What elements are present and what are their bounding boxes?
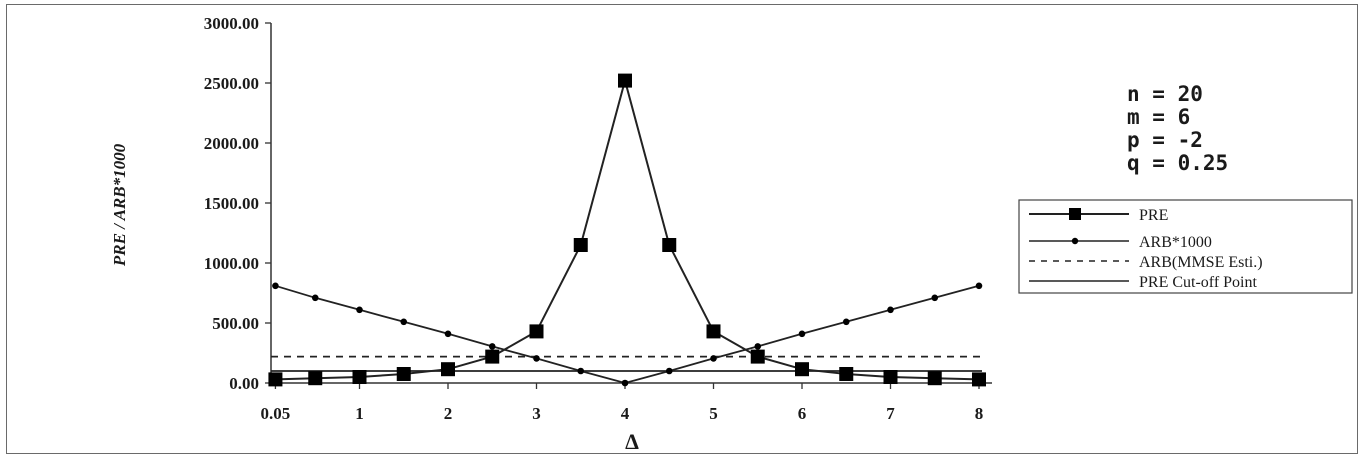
pre-point — [573, 238, 588, 252]
legend-item-pre: PRE — [1029, 207, 1168, 224]
pre-point — [441, 362, 455, 377]
arb-point — [272, 282, 279, 290]
pre-point — [883, 370, 898, 384]
pre-point — [795, 362, 809, 377]
arb-point — [444, 330, 452, 338]
pre-point — [927, 371, 942, 386]
series-line-pre — [275, 76, 980, 381]
parameter-annotations: n = 20 m = 6 p = -2 q = 0.25 — [1127, 82, 1228, 175]
x-tick-label: 2 — [444, 404, 453, 423]
series-line-arb — [275, 284, 980, 384]
y-tick-label: 0.00 — [229, 374, 259, 393]
y-axis-label: PRE / ARB*1000 — [110, 143, 129, 267]
pre-point — [529, 324, 544, 339]
series-layer — [268, 73, 986, 387]
x-tick-label: 7 — [886, 404, 895, 423]
annotation-n: n = 20 — [1127, 82, 1203, 106]
x-ticks: 0.05 1 2 3 4 5 6 7 8 — [261, 383, 984, 423]
x-tick-label: 3 — [532, 404, 541, 423]
legend-item-cutoff: PRE Cut-off Point — [1029, 274, 1258, 291]
pre-point — [352, 370, 367, 384]
chart: 0.00500.001000.001500.002000.002500.0030… — [110, 14, 1353, 454]
arb-point — [754, 343, 762, 350]
arb-point — [842, 318, 850, 326]
arb-point — [798, 330, 806, 338]
legend-marker-pre — [1069, 208, 1081, 220]
arb-point — [577, 367, 585, 375]
pre-point — [839, 367, 854, 381]
x-tick-label: 0.05 — [261, 404, 291, 423]
arb-point — [975, 282, 983, 290]
y-tick-label: 3000.00 — [204, 14, 259, 33]
annotation-m: m = 6 — [1127, 105, 1190, 129]
pre-point — [618, 73, 632, 88]
arb-point — [356, 306, 363, 314]
legend-item-arb-mmse: ARB(MMSE Esti.) — [1029, 254, 1263, 271]
legend: PRE ARB*1000 ARB(MMSE Esti.) PRE Cut-off… — [1018, 199, 1353, 294]
arb-point — [311, 294, 319, 302]
x-tick-label: 4 — [621, 404, 630, 423]
arb-point — [621, 379, 629, 387]
arb-point — [488, 343, 496, 350]
x-axis-label: Δ — [625, 429, 639, 453]
y-ticks: 0.00 500.00 1000.00 1500.00 2000.00 2500.00 30… — [204, 14, 271, 393]
y-tick-label: 500.00 — [212, 314, 259, 333]
x-tick-label: 1 — [355, 404, 364, 423]
legend-label-pre: PRE — [1139, 207, 1168, 224]
pre-point — [972, 372, 986, 387]
pre-point — [750, 349, 765, 364]
annotation-q: q = 0.25 — [1127, 151, 1228, 175]
pre-point — [662, 238, 677, 252]
legend-item-arb: ARB*1000 — [1029, 234, 1212, 251]
legend-label-arb-mmse: ARB(MMSE Esti.) — [1139, 254, 1263, 271]
legend-label-cutoff: PRE Cut-off Point — [1139, 274, 1258, 291]
pre-point — [308, 371, 323, 386]
x-tick-label: 8 — [975, 404, 984, 423]
x-tick-label: 6 — [798, 404, 807, 423]
chart-frame: 0.00 500.00 1000.00 1500.00 2000.00 2500.00 30… — [6, 4, 1358, 454]
y-tick-label: 1500.00 — [204, 194, 259, 213]
arb-point — [887, 306, 894, 314]
arb-point — [931, 294, 939, 302]
annotation-p: p = -2 — [1127, 128, 1203, 152]
arb-point — [533, 355, 540, 362]
y-tick-label: 1000.00 — [204, 254, 259, 273]
pre-point — [268, 372, 283, 387]
arb-point — [400, 318, 408, 326]
pre-point — [485, 349, 500, 364]
y-tick-label: 2500.00 — [204, 74, 259, 93]
pre-point — [706, 324, 721, 339]
legend-label-arb: ARB*1000 — [1139, 234, 1212, 251]
y-tick-label: 2000.00 — [204, 134, 259, 153]
arb-point — [665, 367, 673, 375]
legend-marker-arb — [1071, 237, 1079, 245]
arb-point — [710, 355, 717, 362]
x-tick-label: 5 — [709, 404, 718, 423]
pre-point — [396, 367, 411, 381]
